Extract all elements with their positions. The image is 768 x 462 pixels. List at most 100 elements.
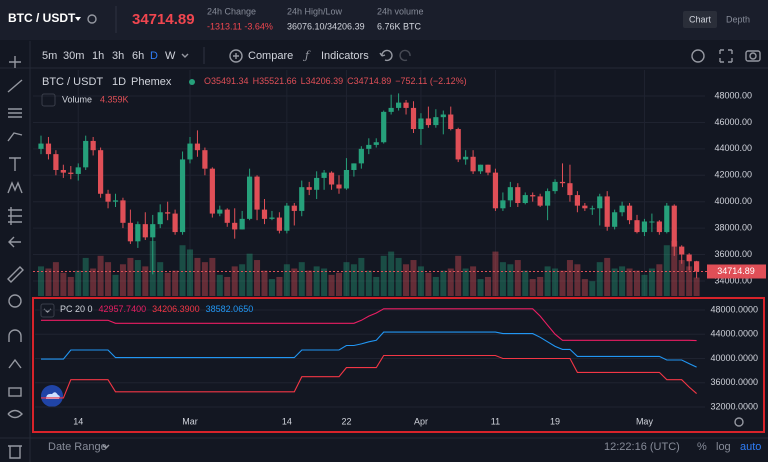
tool-trendline[interactable] (7, 79, 23, 93)
volume-bar (656, 264, 663, 296)
interval[interactable]: 30m (63, 50, 84, 62)
volume-bar (380, 255, 387, 296)
indicator-line (41, 331, 697, 368)
volume-bar (492, 251, 499, 296)
tool-brush[interactable] (7, 132, 23, 142)
y-tick-label: 48000.00 (714, 90, 752, 100)
candle-body (634, 220, 640, 233)
indicator-value: 42957.7400 (99, 304, 147, 314)
candle-body (574, 195, 580, 206)
fav-icon[interactable] (87, 14, 97, 24)
snapshot-lens (749, 52, 757, 60)
ohlc-key: H (253, 76, 260, 86)
tab[interactable]: Depth (726, 14, 750, 24)
compare-icon (229, 49, 243, 63)
interval[interactable]: 1h (92, 50, 104, 62)
y-tick-label: 48000.0000 (710, 304, 758, 314)
volume-bar (403, 264, 410, 296)
stat-value: -1313.11 -3.64% (207, 21, 273, 31)
volume-bar (254, 260, 261, 296)
date-range[interactable]: Date Range (48, 441, 107, 453)
tool-lock[interactable] (8, 387, 22, 397)
volume-bar (447, 268, 454, 296)
tool-ruler[interactable] (7, 266, 24, 283)
snapshot-icon[interactable] (745, 50, 761, 62)
candle-body (187, 143, 193, 160)
candle-body (351, 163, 357, 170)
candle-body (507, 187, 513, 201)
candle-body (299, 187, 305, 211)
interval[interactable]: 5m (42, 50, 57, 62)
interval[interactable]: W (165, 50, 176, 62)
tool-lines[interactable] (8, 108, 22, 118)
tool-crosshair[interactable] (9, 56, 21, 68)
tool-eye[interactable] (7, 409, 23, 419)
volume-bar (328, 274, 335, 296)
stat-value: 36076.10/34206.39 (287, 21, 365, 31)
ohlc-legend: O35491.34 H35521.66 L34206.39 C34714.89 −752… (204, 76, 467, 86)
tool-arrow[interactable] (8, 236, 21, 248)
candle-body (68, 172, 74, 174)
price-tag (707, 264, 766, 279)
settings-icon[interactable] (691, 49, 705, 63)
candle-body (448, 114, 454, 130)
pair[interactable]: BTC / USDT (8, 11, 76, 25)
tool-fib[interactable] (8, 207, 22, 225)
symbol-title: BTC / USDT (42, 76, 103, 88)
candle-body (679, 246, 685, 255)
x-tick-label: Apr (414, 416, 428, 426)
volume-bar (67, 276, 74, 296)
scale-option-active[interactable]: auto (740, 441, 761, 453)
candle-body (396, 102, 402, 108)
volume-bar (38, 266, 44, 296)
volume-bar (365, 270, 372, 296)
tool-draw-lock[interactable] (8, 358, 22, 369)
tool-zoom[interactable] (8, 294, 22, 308)
y-tick-label: 40000.0000 (710, 353, 758, 363)
volume-bar (157, 262, 164, 296)
volume-bar (693, 277, 700, 296)
y-tick-label: 42000.00 (714, 170, 752, 180)
candle-body (567, 183, 573, 196)
tool-text[interactable] (9, 157, 21, 171)
compare-button[interactable]: Compare (248, 50, 293, 62)
volume-bar (626, 268, 633, 296)
interval[interactable]: 6h (132, 50, 144, 62)
candle-body (269, 217, 275, 219)
volume-bar (410, 260, 417, 296)
candle-body (306, 187, 312, 190)
indicator-title: PC 20 0 (60, 304, 93, 314)
pane-settings[interactable] (734, 417, 744, 427)
indicator-line (41, 308, 697, 342)
y-tick-label: 36000.0000 (710, 377, 758, 387)
scale-option[interactable]: log (716, 441, 731, 453)
volume-bar (82, 257, 89, 296)
fullscreen-icon[interactable] (719, 49, 733, 63)
tool-magnet[interactable] (8, 329, 22, 342)
candle-body (157, 212, 163, 225)
tab[interactable]: Chart (689, 14, 712, 24)
tab-active-bg (683, 11, 717, 28)
volume-bar (462, 268, 469, 296)
redo-icon[interactable] (399, 49, 411, 62)
x-tick-label: 19 (550, 416, 560, 426)
volume-bar (499, 262, 506, 296)
volume-bar (611, 268, 618, 296)
candle-body (485, 164, 491, 173)
indicators-button[interactable]: Indicators (321, 50, 369, 62)
tool-trash[interactable] (8, 445, 22, 459)
volume-bar (268, 279, 275, 296)
interval-active[interactable]: D (150, 50, 158, 62)
ohlc-value: 35521.66 (259, 76, 297, 86)
volume-bar (522, 270, 529, 296)
interval[interactable]: 3h (112, 50, 124, 62)
undo-icon[interactable] (379, 49, 393, 62)
volume-bar (514, 260, 521, 296)
candle-body (589, 208, 595, 210)
volume-bar (619, 266, 626, 296)
candle-body (321, 172, 327, 178)
tool-pattern[interactable] (7, 181, 23, 194)
scale-option[interactable]: % (697, 441, 707, 453)
candle-body (522, 195, 528, 204)
